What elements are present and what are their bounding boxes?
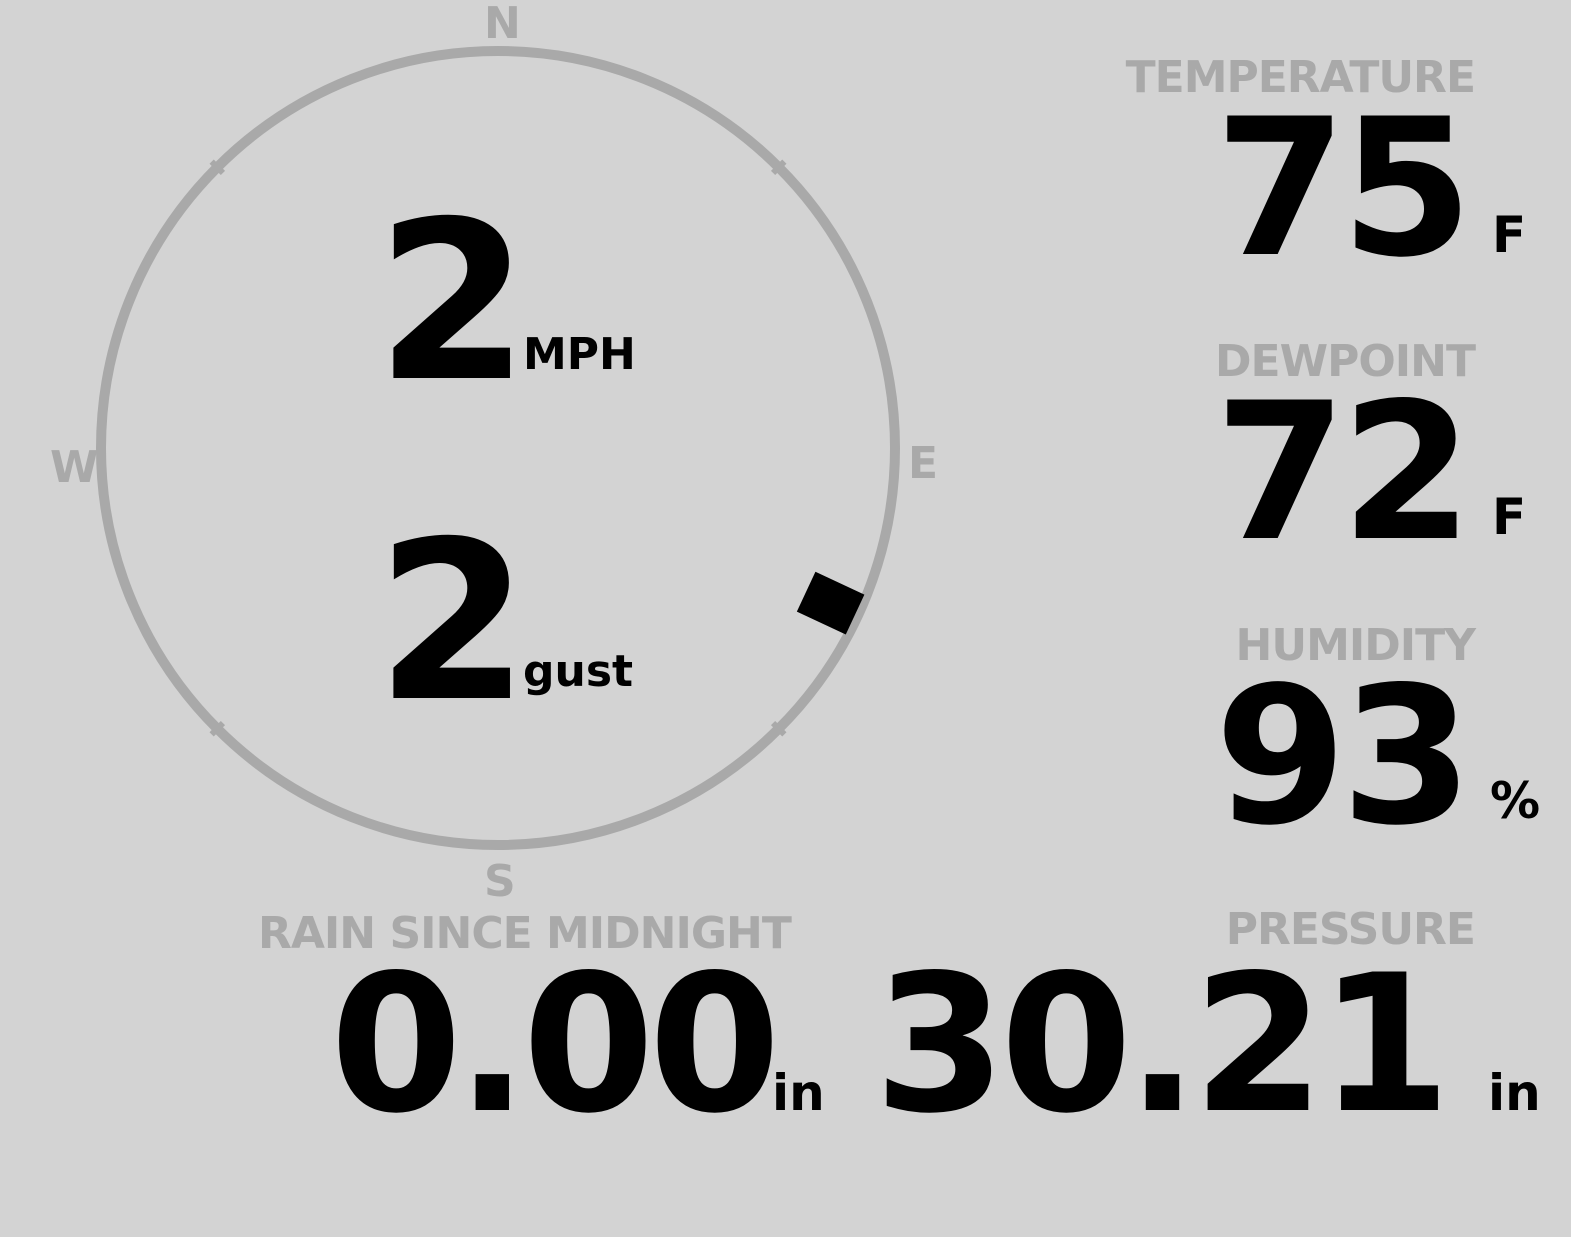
- rain-value: 0.00: [330, 934, 781, 1155]
- wind-gust-unit: gust: [523, 646, 634, 697]
- wind-speed-value: 2: [376, 174, 529, 430]
- pressure-unit: in: [1488, 1064, 1541, 1122]
- compass-ring: [96, 46, 900, 850]
- pressure-label: PRESSURE: [1225, 904, 1476, 955]
- compass-tick: [770, 720, 787, 737]
- humidity-unit: %: [1490, 772, 1541, 830]
- wind-gust-value: 2: [376, 494, 529, 750]
- pressure-value: 30.21: [874, 934, 1451, 1155]
- temperature-value: 75: [1214, 78, 1473, 299]
- compass-east-label: E: [908, 438, 939, 489]
- compass-tick: [209, 720, 226, 737]
- humidity-label: HUMIDITY: [1235, 620, 1476, 671]
- rain-unit: in: [772, 1064, 825, 1122]
- humidity-value: 93: [1214, 646, 1473, 867]
- compass-west-label: W: [50, 442, 99, 493]
- dewpoint-unit: F: [1492, 488, 1527, 546]
- compass-tick: [770, 159, 787, 176]
- dewpoint-value: 72: [1214, 362, 1473, 583]
- wind-direction-marker: [796, 571, 865, 635]
- temperature-label: TEMPERATURE: [1125, 52, 1476, 103]
- compass-tick: [209, 159, 226, 176]
- rain-label: RAIN SINCE MIDNIGHT: [258, 908, 792, 959]
- compass-ticks: [209, 159, 787, 737]
- temperature-unit: F: [1492, 206, 1527, 264]
- compass-south-label: S: [484, 856, 516, 907]
- dewpoint-label: DEWPOINT: [1215, 336, 1476, 387]
- compass-north-label: N: [484, 0, 521, 49]
- wind-speed-unit: MPH: [523, 329, 636, 380]
